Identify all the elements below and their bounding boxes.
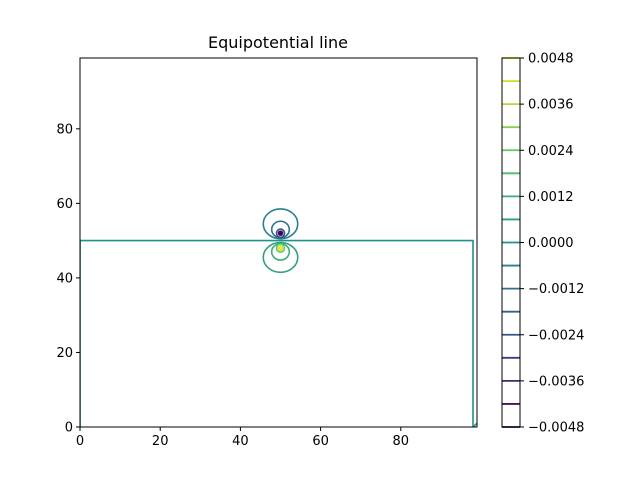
colorbar-tick-label: 0.0024 <box>528 144 574 159</box>
contour-zero-level <box>80 239 477 427</box>
plot-area <box>79 57 478 428</box>
y-tick-label: 80 <box>56 122 73 137</box>
x-tick-label: 40 <box>232 434 249 449</box>
negative-source-point <box>278 230 283 236</box>
contour-positive-loop <box>275 243 286 253</box>
colorbar-tick-label: −0.0048 <box>528 421 584 436</box>
x-axis: 0 20 40 60 80 <box>76 427 409 449</box>
colorbar-tick-label: 0.0048 <box>528 52 574 67</box>
colorbar-tick-label: 0.0036 <box>528 98 574 113</box>
chart-title: Equipotential line <box>208 33 348 52</box>
colorbar-tick-label: −0.0012 <box>528 282 584 297</box>
y-tick-label: 60 <box>56 197 73 212</box>
colorbar-tick-label: −0.0036 <box>528 374 584 389</box>
y-tick-label: 40 <box>56 271 73 286</box>
contour-negative-loop <box>262 208 299 240</box>
x-tick-label: 60 <box>312 434 329 449</box>
colorbar-tick-label: 0.0000 <box>528 236 574 251</box>
colorbar-tick-label: −0.0024 <box>528 328 584 343</box>
colorbar-tick-label: 0.0012 <box>528 190 574 205</box>
y-tick-label: 0 <box>65 421 73 436</box>
y-tick-label: 20 <box>56 346 73 361</box>
x-tick-label: 80 <box>393 434 410 449</box>
contour-lines <box>80 208 477 427</box>
y-axis: 0 20 40 60 80 <box>56 122 80 436</box>
contour-positive-loop <box>262 241 299 274</box>
positive-source-point <box>278 245 283 251</box>
colorbar: −0.0048 −0.0036 −0.0024 −0.0012 0.0000 0.0012… <box>501 52 584 436</box>
x-tick-label: 0 <box>76 434 84 449</box>
x-tick-label: 20 <box>152 434 169 449</box>
contour-negative-loop <box>275 228 286 239</box>
plot-frame <box>79 57 478 428</box>
